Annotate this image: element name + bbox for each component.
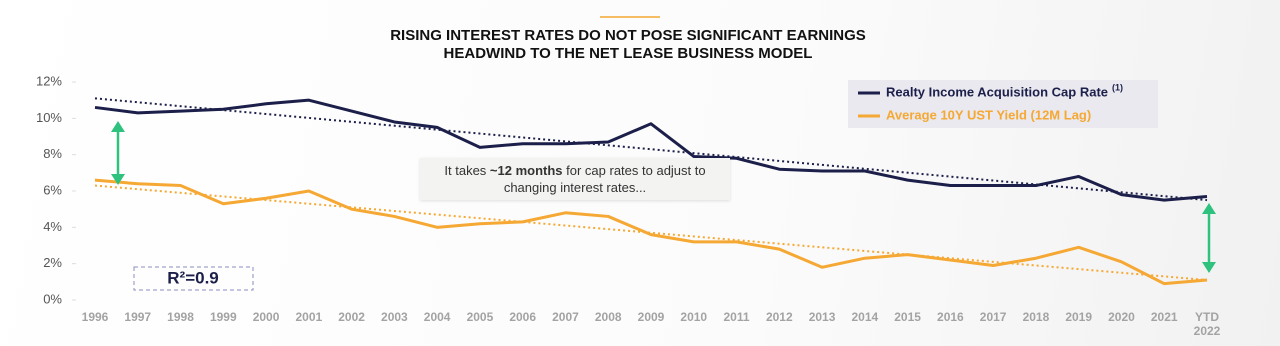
- annotation-part: It takes: [444, 163, 490, 178]
- y-tick-label: 6%: [43, 182, 62, 197]
- trend-line: [94, 97, 1208, 202]
- x-tick-label: 2016: [937, 310, 964, 324]
- legend-label: Average 10Y UST Yield (12M Lag): [886, 107, 1091, 122]
- x-tick-label: 2011: [723, 310, 750, 324]
- x-tick-label: 2009: [637, 310, 665, 324]
- legend-box: [848, 80, 1158, 128]
- y-tick-label: 10%: [36, 110, 62, 125]
- series-line: [94, 178, 1208, 286]
- x-tick-label: 2018: [1022, 310, 1050, 324]
- x-tick-label: 2013: [808, 310, 836, 324]
- x-tick-label: 1999: [209, 310, 237, 324]
- x-tick-label: 2017: [979, 310, 1007, 324]
- x-tick-label: 2005: [466, 310, 494, 324]
- x-tick-label: 1998: [167, 310, 194, 324]
- x-tick-label: 2010: [680, 310, 708, 324]
- x-tick-label: 2012: [765, 310, 793, 324]
- y-tick-label: 2%: [43, 255, 62, 270]
- x-tick-label: 2020: [1108, 310, 1135, 324]
- annotation: It takes ~12 months for cap rates to adj…: [420, 158, 730, 200]
- x-tick-label: 2014: [851, 310, 879, 324]
- y-tick-label: 4%: [43, 219, 62, 234]
- x-tick-label: 2004: [423, 310, 451, 324]
- r-squared: R²=0.9: [167, 268, 219, 287]
- y-tick-label: 8%: [43, 146, 62, 161]
- x-tick-label: 2007: [552, 310, 579, 324]
- series-line: [94, 98, 1208, 202]
- annotation-emphasis: ~12 months: [489, 163, 563, 178]
- x-tick-label: 2000: [252, 310, 280, 324]
- annotation-text: It takes ~12 months for cap rates to adj…: [420, 162, 730, 196]
- x-tick-label: 1996: [81, 310, 109, 324]
- plot: 0% 2% 4% 6% 8% 10% 12% Realty Income Acquisitio…: [36, 73, 1208, 306]
- x-tick-label: 2008: [594, 310, 622, 324]
- trend-line: [94, 184, 1208, 282]
- x-tick-label: 2006: [509, 310, 537, 324]
- x-tick-label: 2019: [1065, 310, 1093, 324]
- r-squared-box: [133, 266, 254, 291]
- y-tick-label: 0%: [43, 291, 62, 306]
- x-tick-label: 2002: [338, 310, 365, 324]
- x-tick-label: 2021: [1150, 310, 1178, 324]
- x-tick-label: 2001: [295, 310, 323, 324]
- gap-arrows: [111, 121, 1216, 273]
- legend-label: Realty Income Acquisition Cap Rate: [886, 84, 1108, 99]
- annotation-part: for cap rates to adjust to changing inte…: [503, 163, 706, 195]
- x-tick-label: YTD 2022: [1193, 310, 1221, 338]
- chart-title: HEADWIND TO THE NET LEASE BUSINESS MODEL: [444, 45, 813, 62]
- x-tick-label: 2003: [381, 310, 408, 324]
- legend-footnote: (1): [1112, 82, 1123, 92]
- x-tick-label: 1997: [124, 310, 152, 324]
- x-tick-label: 2015: [894, 310, 921, 324]
- chart-title: RISING INTEREST RATES DO NOT POSE SIGNIF…: [390, 27, 866, 44]
- y-tick-label: 12%: [36, 73, 62, 88]
